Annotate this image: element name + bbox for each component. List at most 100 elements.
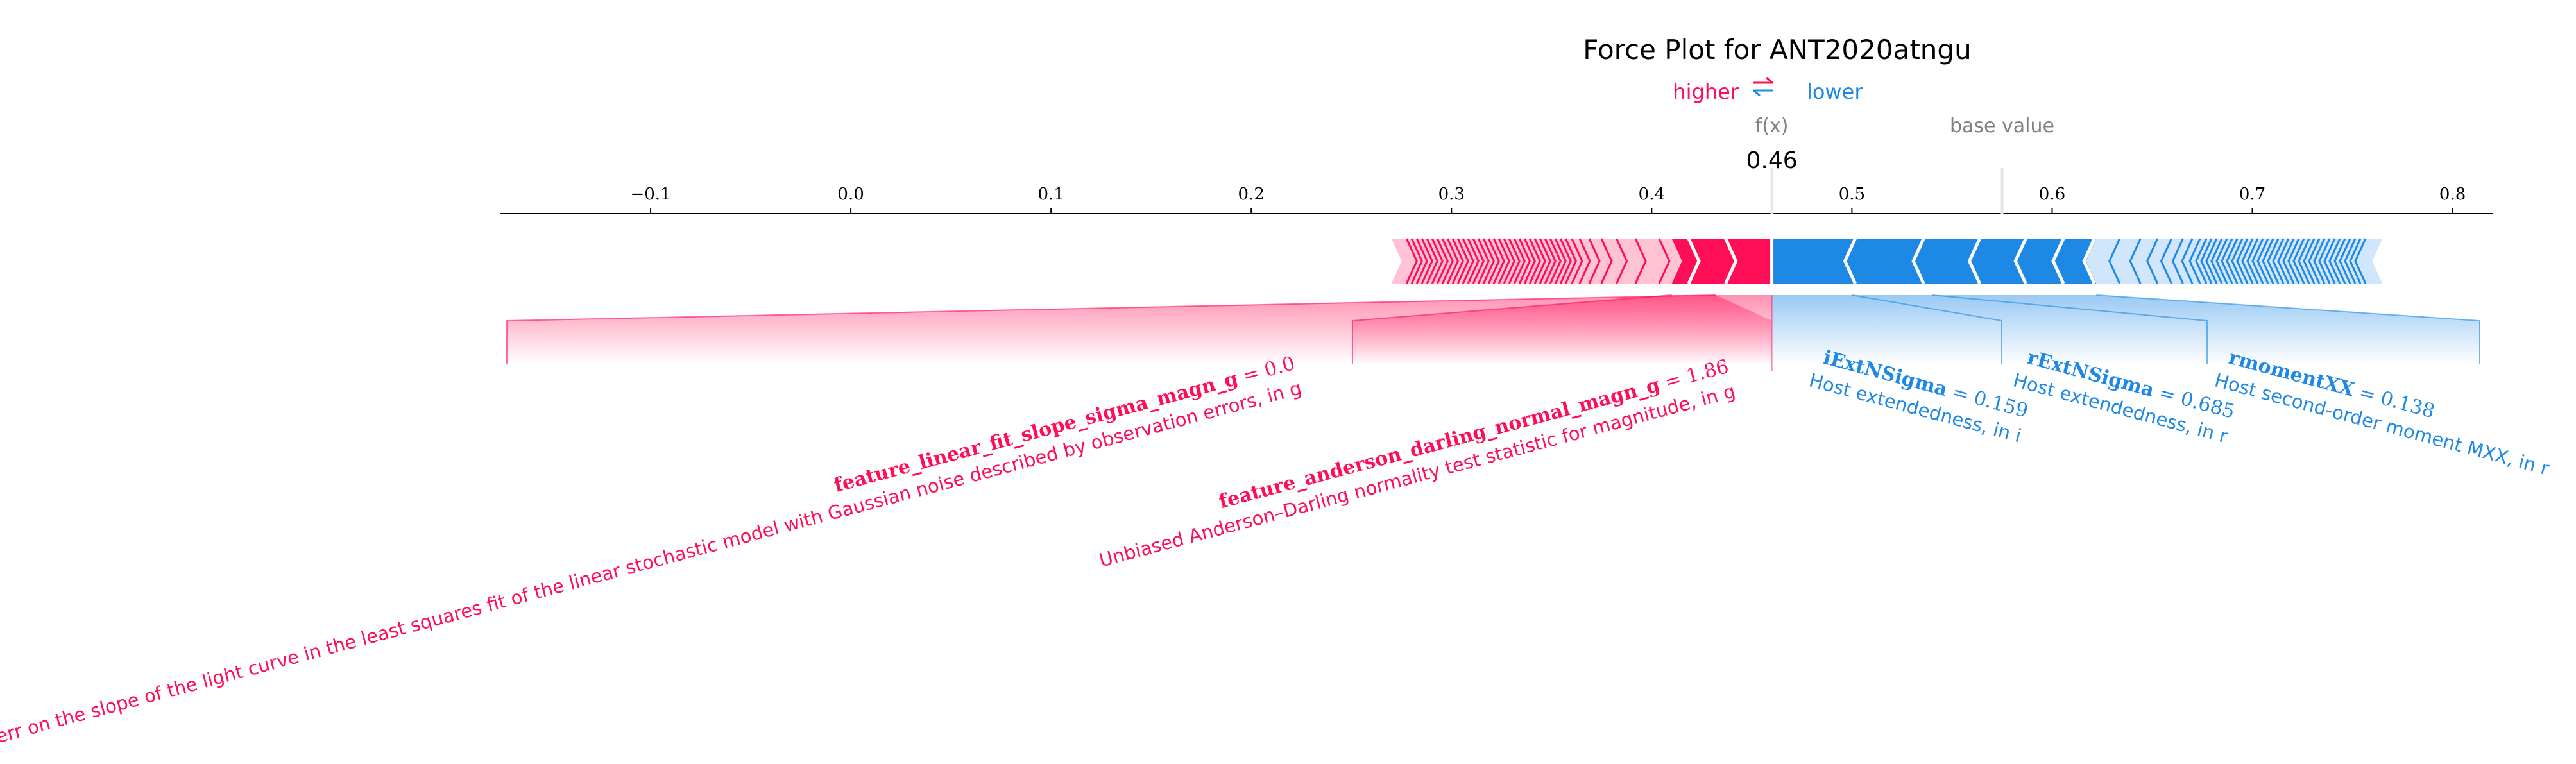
legend-higher: higher (1673, 80, 1739, 104)
negative-segment-divider (2287, 238, 2300, 284)
positive-segment-divider (1462, 238, 1474, 284)
x-tick-label: 0.5 (1839, 185, 1865, 204)
positive-segment-divider (1634, 238, 1647, 284)
positive-segment-divider (1588, 238, 1601, 284)
negative-segment-divider (2200, 238, 2213, 284)
positive-segment-divider (1616, 238, 1628, 284)
positive-segment-divider (1436, 238, 1449, 284)
fx-label: f(x) (1755, 115, 1789, 137)
negative-segment-divider (2303, 238, 2316, 284)
negative-segment-divider (2313, 238, 2326, 284)
negative-segment-divider (2171, 238, 2184, 284)
negative-segment-divider (2231, 238, 2244, 284)
negative-segment-divider (2339, 238, 2351, 284)
chart-title: Force Plot for ANT2020atngu (1583, 34, 1971, 65)
negative-segment-divider (2082, 237, 2096, 285)
negative-segment-divider (2210, 238, 2223, 284)
negative-segment-divider (2188, 238, 2201, 284)
negative-segment-divider (2160, 238, 2172, 284)
positive-segment-divider (1441, 238, 1454, 284)
positive-segment-divider (1554, 238, 1567, 284)
negative-segment-divider (2215, 238, 2228, 284)
positive-segment-divider (1724, 237, 1738, 285)
positive-segment-divider (1687, 237, 1701, 285)
positive-segment-divider (1482, 238, 1495, 284)
negative-link-fill (1771, 295, 2002, 364)
x-tick-label: 0.8 (2439, 185, 2466, 204)
positive-segment-divider (1564, 238, 1577, 284)
positive-bar-strong (1671, 239, 1772, 284)
legend-arrows-icon (1753, 76, 1773, 97)
negative-segment-divider (2226, 238, 2239, 284)
positive-segment-divider (1497, 238, 1510, 284)
negative-segment-divider (2267, 238, 2280, 284)
positive-segment-divider (1571, 238, 1583, 284)
negative-segment-divider (2246, 238, 2259, 284)
x-tick-label: 0.4 (1639, 185, 1665, 204)
negative-segment-divider (2241, 238, 2254, 284)
negative-segment-divider (1843, 237, 1857, 285)
negative-segment-divider (1911, 237, 1925, 285)
negative-segment-divider (2344, 238, 2357, 284)
positive-segment-divider (1508, 238, 1521, 284)
x-tick-label: 0.7 (2239, 185, 2265, 204)
feature-links (506, 294, 2480, 371)
x-tick-label: 0.2 (1238, 185, 1265, 204)
legend-lower: lower (1807, 80, 1863, 104)
negative-segment-divider (2236, 238, 2249, 284)
negative-segment-divider (2298, 238, 2310, 284)
positive-segment-divider (1467, 238, 1480, 284)
positive-segment-divider (1405, 238, 1418, 284)
negative-feature-labels: iExtNSigma = 0.159 Host extendedness, in… (1807, 346, 2552, 480)
negative-link-line (2096, 294, 2480, 364)
negative-segment-divider (2272, 238, 2285, 284)
positive-segment-divider (1410, 238, 1423, 284)
positive-segment-divider (1523, 238, 1536, 284)
negative-segment-divider (1967, 237, 1981, 285)
positive-bar-tail (1391, 239, 1682, 284)
negative-segment-divider (2354, 238, 2367, 284)
negative-link-fill (1852, 295, 2207, 364)
negative-segment-divider (2333, 238, 2346, 284)
positive-segment-divider (1658, 238, 1671, 284)
negative-segment-divider (2308, 238, 2321, 284)
negative-segment-divider (2292, 238, 2305, 284)
x-tick-label: −0.1 (630, 185, 670, 204)
x-tick-label: 0.1 (1037, 185, 1064, 204)
negative-segment-divider (2318, 238, 2331, 284)
feature-name: feature_linear_fit_slope_sigma_magn_g (832, 368, 1240, 497)
positive-segment-divider (1600, 238, 1613, 284)
x-tick-label: 0.6 (2039, 185, 2065, 204)
x-axis: −0.1 0.0 0.1 0.2 0.3 0.4 0.5 0.6 0.7 0.8 (500, 168, 2493, 214)
positive-segment-divider (1415, 238, 1428, 284)
svg-text:feature_linear_fit_slope_sigma: feature_linear_fit_slope_sigma_magn_g = … (832, 352, 1297, 497)
feature-label-rmomentxx: rmomentXX = 0.138 Host second-order mome… (2212, 346, 2552, 480)
positive-link-line (1352, 294, 1672, 364)
negative-segment-divider (2277, 238, 2290, 284)
negative-segment-divider (2146, 238, 2159, 284)
positive-segment-divider (1451, 238, 1464, 284)
negative-segment-divider (2256, 238, 2269, 284)
negative-segment-divider (2195, 238, 2208, 284)
positive-segment-divider (1528, 238, 1541, 284)
positive-segment-divider (1456, 238, 1469, 284)
positive-feature-labels: feature_linear_fit_slope_sigma_magn_g = … (0, 352, 1737, 758)
negative-segment-divider (2013, 237, 2027, 285)
negative-segment-divider (2051, 237, 2065, 285)
positive-segment-divider (1420, 238, 1433, 284)
x-tick-label: 0.3 (1438, 185, 1465, 204)
positive-segment-divider (1477, 238, 1490, 284)
positive-link-line (506, 294, 1716, 364)
negative-segment-divider (2328, 238, 2341, 284)
negative-segment-divider (2129, 238, 2142, 284)
positive-segment-divider (1533, 238, 1546, 284)
positive-segment-divider (1446, 238, 1459, 284)
positive-segment-divider (1492, 238, 1505, 284)
force-bar (1391, 233, 2383, 364)
negative-bar-strong (1771, 239, 2097, 284)
positive-segment-divider (1578, 238, 1591, 284)
positive-segment-divider (1559, 238, 1572, 284)
negative-segment-divider (2349, 238, 2362, 284)
positive-segment-divider (1431, 238, 1444, 284)
